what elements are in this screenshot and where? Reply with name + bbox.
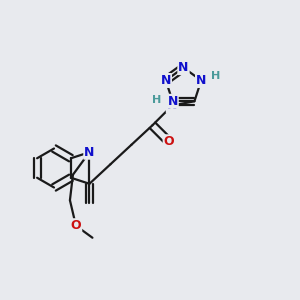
Text: H: H <box>211 71 221 81</box>
Text: O: O <box>70 219 81 232</box>
Text: N: N <box>84 146 94 159</box>
Text: N: N <box>160 74 171 87</box>
Text: H: H <box>152 95 161 105</box>
Text: N: N <box>178 61 189 74</box>
Text: N: N <box>196 74 206 87</box>
Text: N: N <box>167 95 178 108</box>
Text: O: O <box>164 135 174 148</box>
Text: N: N <box>167 99 177 112</box>
